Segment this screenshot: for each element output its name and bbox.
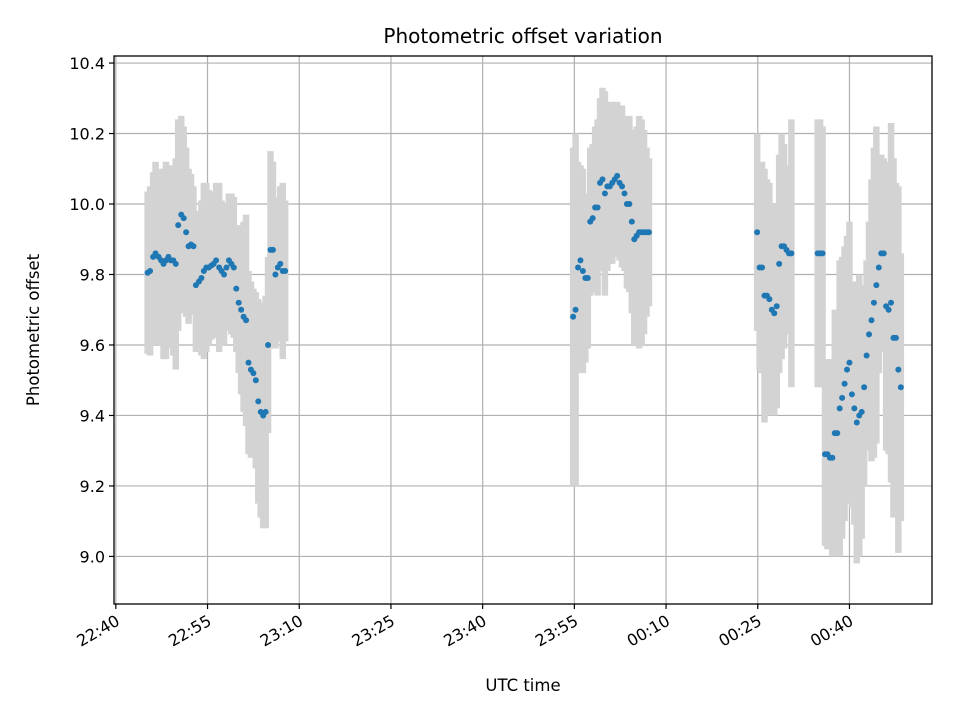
data-point: [846, 359, 853, 366]
data-point: [589, 215, 596, 222]
data-point: [892, 334, 899, 341]
data-point: [888, 299, 895, 306]
data-point: [863, 352, 870, 359]
data-point: [619, 183, 626, 190]
data-point: [599, 176, 606, 183]
data-point: [230, 264, 237, 271]
data-point: [572, 306, 579, 313]
y-tick-label: 9.8: [80, 265, 105, 284]
data-point: [594, 204, 601, 211]
y-tick-label: 9.2: [80, 477, 105, 496]
data-point: [853, 419, 860, 426]
data-point: [829, 454, 836, 461]
x-axis-label: UTC time: [485, 676, 560, 695]
data-point: [844, 366, 851, 373]
data-point: [851, 405, 858, 412]
data-point: [645, 229, 652, 236]
data-point: [250, 370, 257, 377]
data-point: [180, 215, 187, 222]
data-point: [175, 222, 182, 229]
data-point: [870, 299, 877, 306]
data-point: [575, 264, 582, 271]
plot-area-frame: [113, 55, 933, 605]
data-point: [628, 218, 635, 225]
data-point: [836, 405, 843, 412]
data-point: [172, 260, 179, 267]
data-point: [848, 391, 855, 398]
data-point: [788, 250, 795, 257]
data-point: [866, 331, 873, 338]
data-point: [834, 430, 841, 437]
data-point: [262, 408, 269, 415]
data-point: [771, 310, 778, 317]
data-point: [861, 384, 868, 391]
data-point: [766, 296, 773, 303]
data-point: [841, 380, 848, 387]
data-point: [875, 264, 882, 271]
y-tick-label: 10.4: [69, 54, 105, 73]
data-point: [213, 257, 220, 264]
data-point: [614, 172, 621, 179]
y-tick-label: 9.0: [80, 547, 105, 566]
y-axis-ticks: 9.0 9.2 9.4 9.6 9.8 10.0 10.2 10.4: [69, 54, 114, 566]
data-point: [272, 271, 279, 278]
data-point: [895, 366, 902, 373]
data-point: [885, 306, 892, 313]
data-point: [233, 285, 240, 292]
data-point: [245, 359, 252, 366]
data-point: [570, 313, 577, 320]
data-points: [144, 172, 904, 461]
data-point: [773, 303, 780, 310]
data-point: [265, 341, 272, 348]
data-point: [238, 306, 245, 313]
chart-title: Photometric offset variation: [383, 24, 662, 48]
y-axis-label: Photometric offset: [24, 253, 43, 406]
data-point: [584, 275, 591, 282]
data-point: [190, 243, 197, 250]
data-point: [759, 264, 766, 271]
data-point: [754, 229, 761, 236]
y-tick-label: 9.4: [80, 406, 105, 425]
data-point: [880, 250, 887, 257]
data-point: [873, 282, 880, 289]
data-point: [243, 317, 250, 324]
data-point: [579, 267, 586, 274]
data-point: [269, 246, 276, 253]
data-point: [897, 384, 904, 391]
data-point: [839, 394, 846, 401]
data-point: [255, 398, 262, 405]
data-point: [198, 275, 205, 282]
data-point: [776, 260, 783, 267]
data-point: [282, 267, 289, 274]
y-tick-label: 9.6: [80, 336, 105, 355]
y-tick-label: 10.0: [69, 195, 105, 214]
data-point: [577, 257, 584, 264]
data-point: [223, 264, 230, 271]
data-point: [621, 190, 628, 197]
data-point: [221, 271, 228, 278]
data-point: [235, 299, 242, 306]
data-point: [252, 377, 259, 384]
data-point: [601, 190, 608, 197]
data-point: [819, 250, 826, 257]
data-point: [147, 267, 154, 274]
data-point: [277, 260, 284, 267]
data-point: [868, 317, 875, 324]
data-point: [183, 229, 190, 236]
y-tick-label: 10.2: [69, 125, 105, 144]
data-point: [626, 201, 633, 208]
data-point: [858, 408, 865, 415]
